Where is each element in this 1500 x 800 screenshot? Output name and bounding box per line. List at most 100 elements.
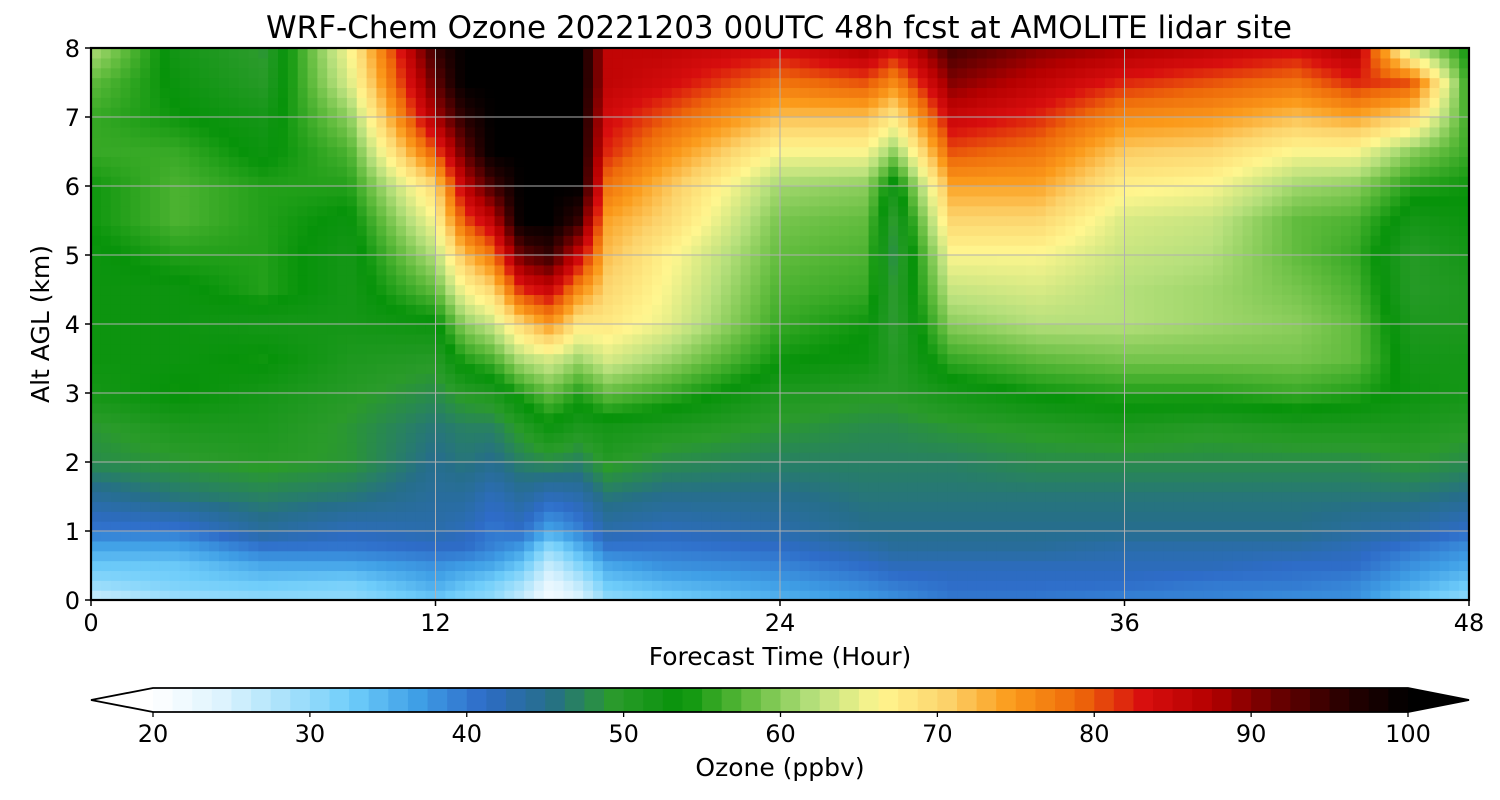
heatmap-cell xyxy=(898,255,909,266)
heatmap-cell xyxy=(642,353,653,365)
heatmap-cell xyxy=(130,393,141,404)
heatmap-cell xyxy=(543,422,555,434)
heatmap-cell xyxy=(110,205,122,217)
heatmap-cell xyxy=(691,274,702,286)
heatmap-cell xyxy=(130,215,141,227)
heatmap-cell xyxy=(858,274,870,286)
heatmap-cell xyxy=(701,97,712,108)
heatmap-cell xyxy=(848,353,860,365)
heatmap-cell xyxy=(140,412,151,424)
heatmap-cell xyxy=(366,333,378,345)
heatmap-cell xyxy=(602,462,614,473)
heatmap-cell xyxy=(209,166,220,177)
heatmap-cell xyxy=(356,264,368,276)
heatmap-cell xyxy=(750,67,761,79)
heatmap-cell xyxy=(701,580,712,591)
heatmap-cell xyxy=(91,48,102,59)
heatmap-cell xyxy=(760,186,771,197)
heatmap-cell xyxy=(238,294,250,305)
heatmap-cell xyxy=(583,324,594,335)
heatmap-cell xyxy=(425,304,437,315)
heatmap-cell xyxy=(179,126,191,138)
heatmap-cell xyxy=(789,314,801,325)
heatmap-cell xyxy=(120,186,131,197)
heatmap-cell xyxy=(789,235,801,246)
heatmap-cell xyxy=(898,166,909,177)
heatmap-cell xyxy=(307,353,318,365)
heatmap-cell xyxy=(169,304,181,315)
heatmap-cell xyxy=(337,67,348,79)
heatmap-cell xyxy=(474,393,486,404)
heatmap-cell xyxy=(130,245,141,256)
heatmap-cell xyxy=(632,274,643,286)
heatmap-cell xyxy=(907,67,919,79)
heatmap-cell xyxy=(150,452,161,463)
heatmap-cell xyxy=(337,314,348,325)
heatmap-cell xyxy=(366,205,378,217)
heatmap-cell xyxy=(120,67,131,79)
heatmap-cell xyxy=(760,205,771,217)
heatmap-cell xyxy=(445,501,456,512)
heatmap-cell xyxy=(533,48,545,59)
heatmap-cell xyxy=(228,324,240,335)
heatmap-cell xyxy=(337,353,348,365)
heatmap-cell xyxy=(248,186,259,197)
heatmap-cell xyxy=(701,235,712,246)
heatmap-cell xyxy=(898,393,909,404)
heatmap-cell xyxy=(730,521,742,532)
heatmap-cell xyxy=(504,412,515,424)
heatmap-cell xyxy=(258,166,269,177)
heatmap-cell xyxy=(819,511,830,522)
heatmap-cell xyxy=(907,560,919,572)
heatmap-cell xyxy=(740,402,752,414)
heatmap-cell xyxy=(110,146,122,158)
heatmap-cell xyxy=(957,87,968,98)
heatmap-cell xyxy=(307,264,318,276)
heatmap-cell xyxy=(750,87,761,98)
heatmap-cell xyxy=(878,205,889,217)
heatmap-cell xyxy=(150,255,161,266)
heatmap-cell xyxy=(543,225,555,236)
heatmap-cell xyxy=(652,521,663,532)
heatmap-cell xyxy=(809,225,820,236)
heatmap-cell xyxy=(189,264,200,276)
heatmap-cell xyxy=(140,284,151,296)
heatmap-cell xyxy=(720,314,732,325)
heatmap-cell xyxy=(415,550,427,562)
heatmap-cell xyxy=(927,481,939,493)
heatmap-cell xyxy=(770,136,781,148)
heatmap-cell xyxy=(927,324,939,335)
heatmap-cell xyxy=(405,274,417,286)
heatmap-cell xyxy=(720,373,732,384)
heatmap-cell xyxy=(278,462,289,473)
heatmap-cell xyxy=(346,274,358,286)
heatmap-cell xyxy=(337,471,348,483)
heatmap-cell xyxy=(248,521,259,532)
heatmap-cell xyxy=(297,57,309,69)
heatmap-cell xyxy=(337,422,348,434)
heatmap-cell xyxy=(209,383,220,394)
heatmap-cell xyxy=(819,195,830,207)
heatmap-cell xyxy=(701,363,712,374)
heatmap-cell xyxy=(209,373,220,384)
heatmap-cell xyxy=(583,97,594,108)
heatmap-cell xyxy=(465,57,476,69)
heatmap-cell xyxy=(91,255,102,266)
heatmap-cell xyxy=(533,195,545,207)
heatmap-cell xyxy=(720,471,732,483)
heatmap-cell xyxy=(583,117,594,128)
heatmap-cell xyxy=(159,462,171,473)
heatmap-cell xyxy=(130,107,141,118)
heatmap-cell xyxy=(504,57,515,69)
heatmap-cell xyxy=(898,136,909,148)
heatmap-cell xyxy=(957,324,968,335)
heatmap-cell xyxy=(760,107,771,118)
heatmap-cell xyxy=(543,402,555,414)
heatmap-cell xyxy=(307,215,318,227)
heatmap-cell xyxy=(868,471,880,483)
heatmap-cell xyxy=(917,156,929,167)
heatmap-cell xyxy=(484,67,496,79)
heatmap-cell xyxy=(199,136,210,148)
heatmap-cell xyxy=(691,294,702,305)
heatmap-cell xyxy=(415,166,427,177)
